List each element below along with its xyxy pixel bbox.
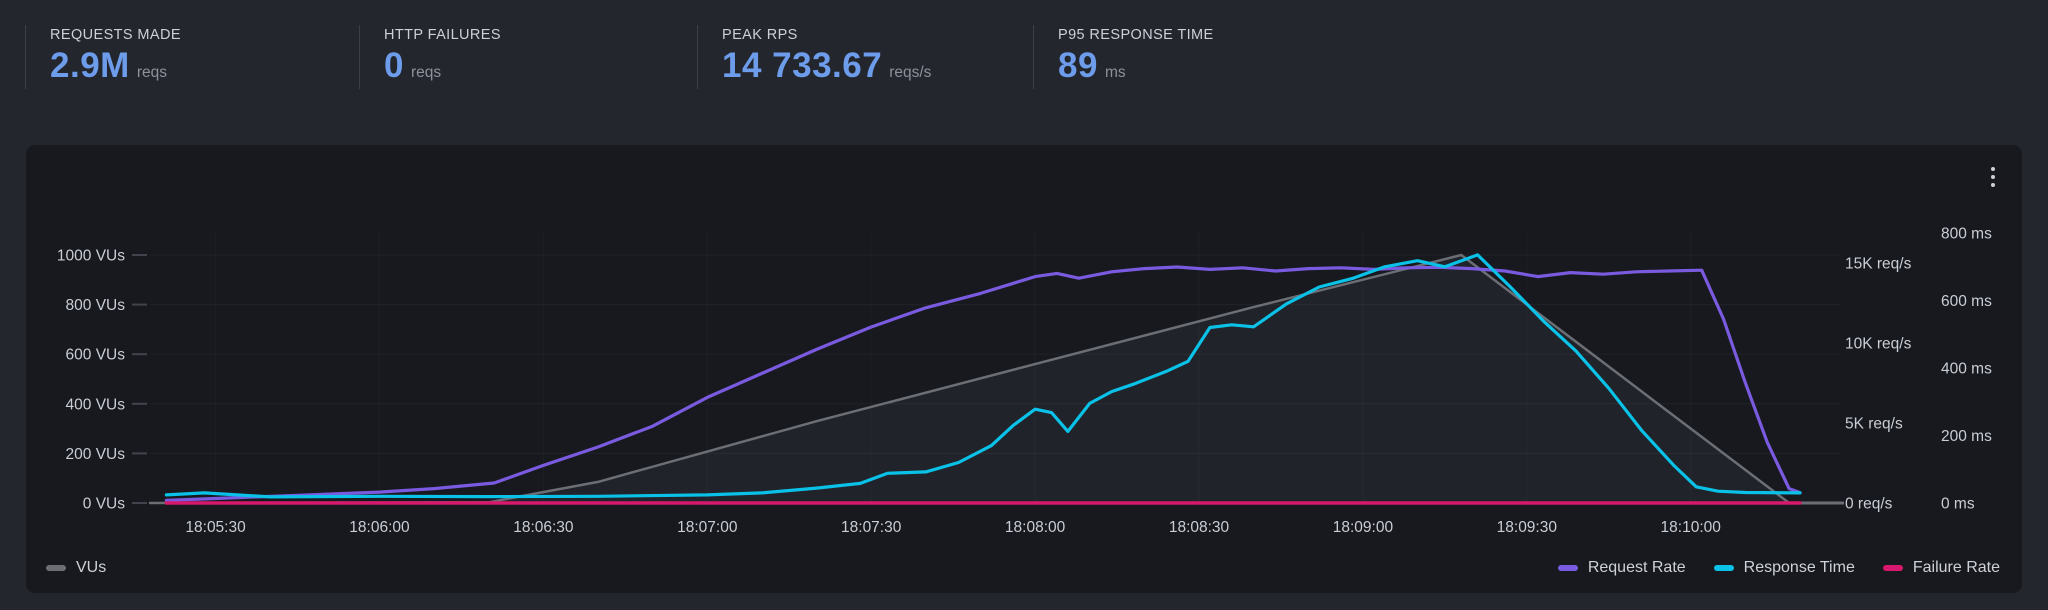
panel-menu-button[interactable] — [1982, 163, 2004, 191]
stat-unit: reqs — [410, 64, 442, 81]
legend-item-request-rate[interactable]: Request Rate — [1557, 559, 1686, 577]
summary-stats-row: REQUESTS MADE 2.9M reqs HTTP FAILURES 0 … — [25, 25, 1413, 89]
svg-text:800 VUs: 800 VUs — [66, 297, 126, 314]
chart-canvas[interactable]: 0 VUs 200 VUs 400 VUs 600 VUs 800 VUs 1000 VU… — [26, 145, 2022, 545]
svg-text:18:06:30: 18:06:30 — [513, 519, 574, 536]
svg-text:200 VUs: 200 VUs — [66, 446, 126, 463]
legend-label: Failure Rate — [1912, 559, 2000, 576]
performance-chart-panel: 0 VUs 200 VUs 400 VUs 600 VUs 800 VUs 1000 VU… — [26, 145, 2022, 593]
legend-label: VUs — [76, 559, 107, 576]
stat-requests-made: REQUESTS MADE 2.9M reqs — [25, 25, 359, 89]
stat-http-failures: HTTP FAILURES 0 reqs — [359, 25, 697, 89]
stat-value: 14 733.67 — [722, 46, 883, 85]
svg-text:400 ms: 400 ms — [1941, 361, 1992, 378]
svg-text:18:06:00: 18:06:00 — [349, 519, 410, 536]
svg-text:0 req/s: 0 req/s — [1845, 496, 1893, 513]
stat-peak-rps: PEAK RPS 14 733.67 reqs/s — [697, 25, 1033, 89]
chart-legend: VUs Request Rate Response Time Failure R… — [46, 555, 2000, 581]
svg-text:200 ms: 200 ms — [1941, 428, 1992, 445]
svg-text:18:09:00: 18:09:00 — [1333, 519, 1394, 536]
stat-value: 2.9M — [50, 46, 130, 85]
svg-text:18:07:00: 18:07:00 — [677, 519, 738, 536]
kebab-menu-icon — [1991, 167, 1995, 171]
stat-label: REQUESTS MADE — [50, 27, 181, 43]
svg-text:0 VUs: 0 VUs — [83, 496, 125, 513]
legend-item-failure-rate[interactable]: Failure Rate — [1882, 559, 2000, 577]
svg-text:600 VUs: 600 VUs — [66, 347, 126, 364]
stat-value: 89 — [1058, 46, 1098, 85]
svg-text:18:09:30: 18:09:30 — [1497, 519, 1558, 536]
stat-p95-response-time: P95 RESPONSE TIME 89 ms — [1033, 25, 1413, 89]
stat-unit: reqs/s — [889, 64, 932, 81]
svg-text:10K req/s: 10K req/s — [1845, 336, 1912, 353]
vus-series-marker-icon — [46, 565, 66, 571]
kebab-menu-icon — [1991, 175, 1995, 179]
svg-text:0 ms: 0 ms — [1941, 496, 1975, 513]
legend-right-group: Request Rate Response Time Failure Rate — [1557, 559, 2000, 577]
svg-text:5K req/s: 5K req/s — [1845, 416, 1903, 433]
svg-text:800 ms: 800 ms — [1941, 226, 1992, 243]
failure-rate-series-marker-icon — [1882, 565, 1903, 571]
stat-unit: ms — [1104, 64, 1126, 81]
stat-label: P95 RESPONSE TIME — [1058, 27, 1214, 43]
svg-text:400 VUs: 400 VUs — [66, 396, 126, 413]
legend-item-response-time[interactable]: Response Time — [1713, 559, 1855, 577]
legend-label: Response Time — [1743, 559, 1855, 576]
stat-value: 0 — [384, 46, 404, 85]
svg-text:18:07:30: 18:07:30 — [841, 519, 902, 536]
svg-text:18:08:00: 18:08:00 — [1005, 519, 1066, 536]
svg-text:15K req/s: 15K req/s — [1845, 256, 1912, 273]
legend-left-group: VUs — [46, 559, 106, 577]
stat-unit: reqs — [136, 64, 167, 81]
svg-text:600 ms: 600 ms — [1941, 293, 1992, 310]
svg-text:1000 VUs: 1000 VUs — [57, 248, 125, 265]
svg-text:18:05:30: 18:05:30 — [185, 519, 246, 536]
stat-label: HTTP FAILURES — [384, 27, 501, 43]
legend-item-vus[interactable]: VUs — [46, 559, 106, 577]
svg-text:18:08:30: 18:08:30 — [1169, 519, 1230, 536]
svg-text:18:10:00: 18:10:00 — [1661, 519, 1722, 536]
legend-label: Request Rate — [1587, 559, 1686, 576]
stat-label: PEAK RPS — [722, 27, 798, 43]
response-time-series-marker-icon — [1713, 565, 1734, 571]
kebab-menu-icon — [1991, 183, 1995, 187]
request-rate-series-marker-icon — [1557, 565, 1578, 571]
